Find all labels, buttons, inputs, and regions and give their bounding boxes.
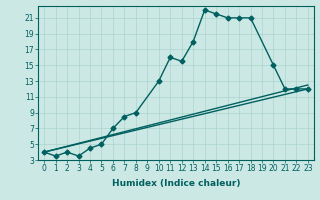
X-axis label: Humidex (Indice chaleur): Humidex (Indice chaleur) bbox=[112, 179, 240, 188]
